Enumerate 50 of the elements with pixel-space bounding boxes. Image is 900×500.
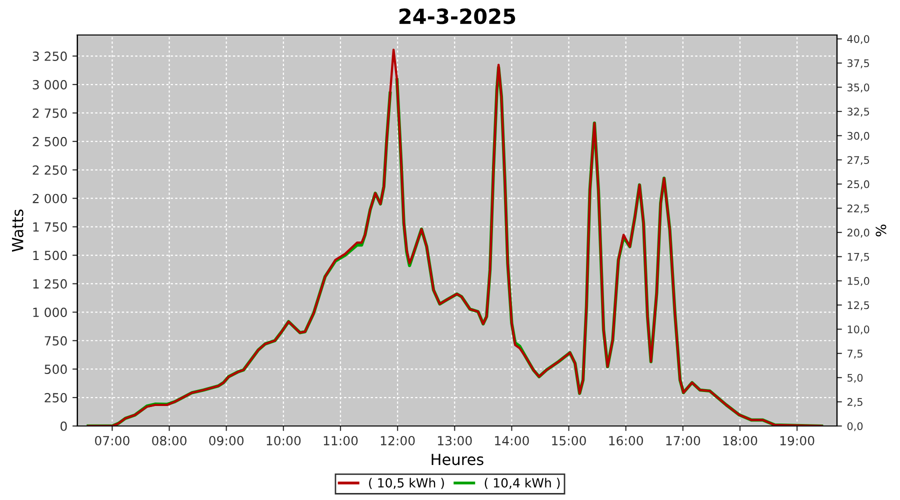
x-axis-title: Heures: [432, 454, 484, 466]
y-axis-title: Watts: [12, 210, 24, 252]
y2-tick-label: 5,0: [848, 374, 863, 383]
y-tick-label: 750: [44, 336, 67, 346]
y-tick-label: 2 250: [32, 165, 67, 175]
x-tick-label: 14:00: [495, 436, 529, 446]
x-tick-label: 09:00: [209, 436, 244, 446]
x-tick-label: 11:00: [324, 436, 358, 446]
x-tick-label: 15:00: [552, 436, 586, 446]
y2-tick-label: 37,5: [848, 59, 870, 68]
y-tick-label: 500: [44, 364, 67, 374]
y2-tick-label: 30,0: [848, 132, 870, 141]
y2-tick-label: 10,0: [848, 325, 870, 334]
y2-axis-title: %: [876, 224, 886, 236]
y2-tick-label: 35,0: [848, 83, 870, 92]
y2-tick-label: 22,5: [847, 204, 870, 214]
y2-tick-label: 25,0: [847, 180, 870, 190]
chart-title: 24-3-2025: [399, 8, 516, 24]
x-tick-label: 18:00: [723, 436, 758, 446]
x-tick-label: 13:00: [438, 436, 472, 446]
legend-label: ( 10,5 kWh ): [369, 478, 444, 490]
y-tick-label: 1 500: [33, 250, 67, 260]
y2-tick-label: 0,0: [847, 422, 863, 432]
y2-tick-label: 12,5: [848, 301, 870, 310]
x-tick-label: 16:00: [609, 436, 644, 446]
y2-tick-label: 27,5: [847, 156, 870, 166]
y-tick-label: 2 750: [32, 108, 67, 118]
x-tick-label: 12:00: [380, 436, 415, 446]
y2-tick-label: 17,5: [848, 252, 870, 262]
y-tick-label: 2 000: [32, 194, 67, 204]
y2-tick-label: 32,5: [848, 108, 870, 117]
y-tick-label: 250: [44, 393, 67, 402]
y-tick-label: 3 000: [32, 80, 67, 90]
y2-tick-label: 15,0: [848, 277, 870, 286]
y-tick-label: 2 500: [32, 136, 67, 146]
y2-tick-label: 7,5: [848, 350, 862, 359]
legend-label: ( 10,4 kWh ): [484, 478, 560, 490]
y-tick-label: 0: [60, 421, 67, 431]
y2-tick-label: 40,0: [847, 35, 870, 44]
x-tick-label: 07:00: [95, 436, 130, 446]
y-tick-label: 1 750: [33, 222, 67, 232]
y2-tick-label: 20,0: [847, 228, 870, 238]
y2-tick-label: 2,5: [847, 398, 862, 407]
y-tick-label: 1 250: [33, 279, 67, 289]
y-tick-label: 1 000: [33, 308, 67, 318]
x-tick-label: 17:00: [666, 436, 700, 446]
y-tick-label: 3 250: [32, 52, 67, 61]
x-tick-label: 08:00: [152, 436, 186, 446]
x-tick-label: 10:00: [266, 436, 301, 446]
x-tick-label: 19:00: [780, 436, 814, 446]
